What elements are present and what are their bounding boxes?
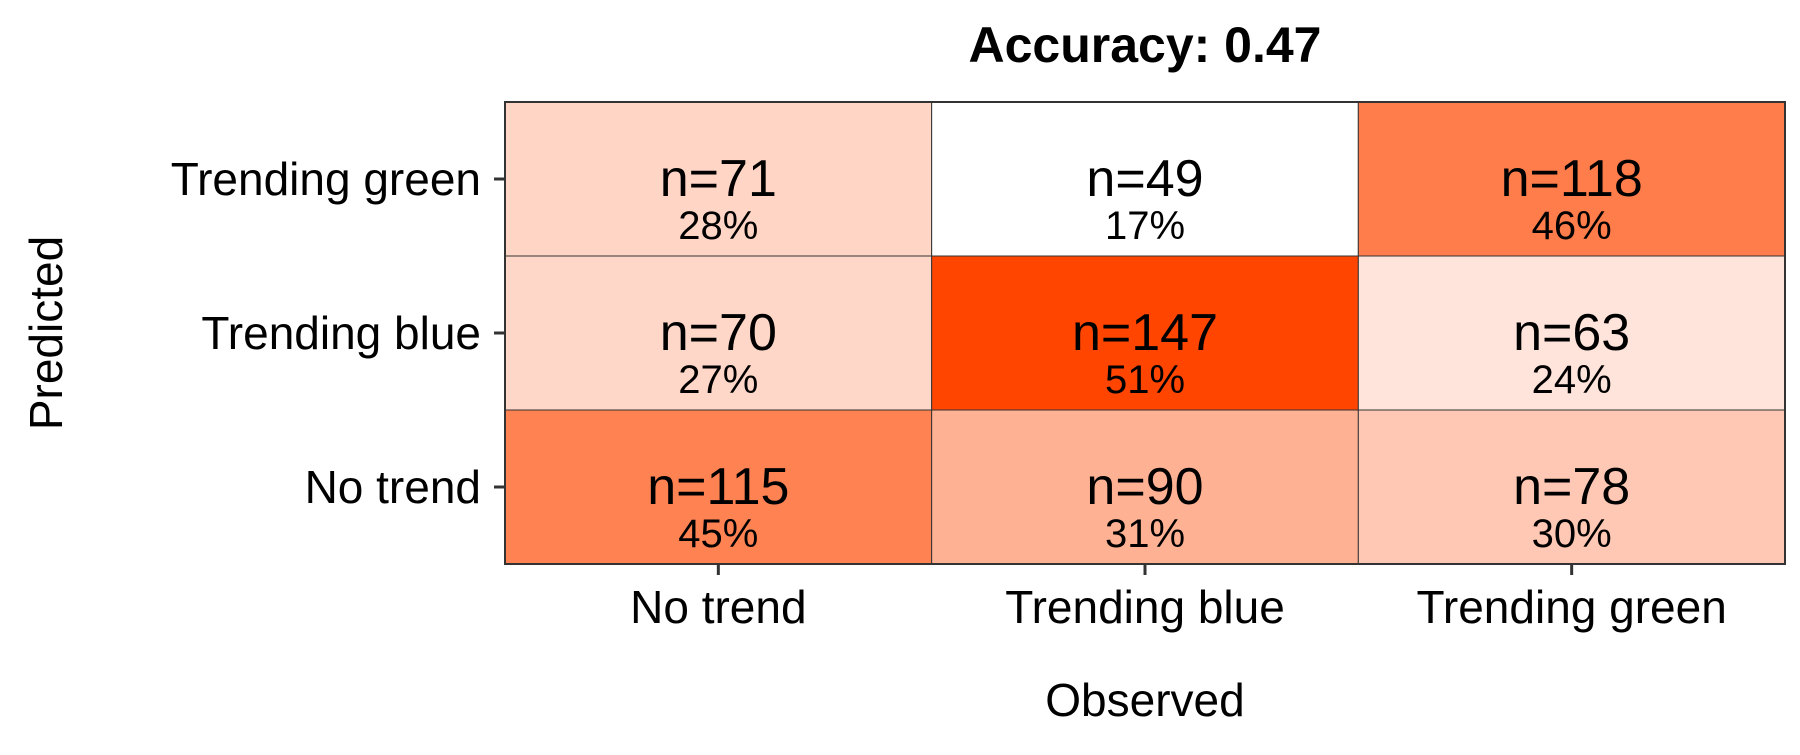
x-tick-label-trending-blue: Trending blue bbox=[1005, 581, 1285, 633]
heatmap-cell-trending-green-vs-trending-green bbox=[1357, 101, 1786, 257]
percent-label-trending-blue-vs-trending-green: 17% bbox=[1105, 204, 1185, 248]
percent-label-no-trend-vs-trending-blue: 27% bbox=[678, 358, 758, 402]
heatmap-cell-no-trend-vs-trending-green bbox=[504, 101, 933, 257]
count-label-no-trend-vs-trending-green: n=71 bbox=[660, 150, 777, 208]
count-label-trending-blue-vs-no-trend: n=90 bbox=[1086, 458, 1203, 516]
count-label-no-trend-vs-no-trend: n=115 bbox=[647, 458, 789, 516]
count-label-no-trend-vs-trending-blue: n=70 bbox=[660, 304, 777, 362]
heatmap-cell-no-trend-vs-trending-blue bbox=[504, 255, 933, 411]
percent-label-no-trend-vs-trending-green: 28% bbox=[678, 204, 758, 248]
heatmap-cells bbox=[504, 101, 1786, 565]
count-label-trending-blue-vs-trending-blue: n=147 bbox=[1072, 304, 1218, 362]
y-axis: No trend Trending blue Trending green bbox=[171, 153, 505, 513]
percent-label-trending-blue-vs-trending-blue: 51% bbox=[1105, 358, 1185, 402]
y-tick-label-no-trend: No trend bbox=[305, 461, 481, 513]
x-tick-label-trending-green: Trending green bbox=[1417, 581, 1727, 633]
count-label-trending-green-vs-trending-blue: n=63 bbox=[1513, 304, 1630, 362]
percent-label-trending-blue-vs-no-trend: 31% bbox=[1105, 512, 1185, 556]
percent-label-no-trend-vs-no-trend: 45% bbox=[678, 512, 758, 556]
count-label-trending-green-vs-trending-green: n=118 bbox=[1501, 150, 1643, 208]
count-label-trending-green-vs-no-trend: n=78 bbox=[1513, 458, 1630, 516]
percent-label-trending-green-vs-no-trend: 30% bbox=[1532, 512, 1612, 556]
x-axis: No trend Trending blue Trending green bbox=[630, 564, 1727, 633]
percent-label-trending-green-vs-trending-blue: 24% bbox=[1532, 358, 1612, 402]
heatmap-cell-trending-blue-vs-no-trend bbox=[931, 409, 1359, 565]
x-axis-title: Observed bbox=[1045, 674, 1244, 726]
heatmap-cell-trending-blue-vs-trending-green bbox=[931, 101, 1359, 257]
percent-label-trending-green-vs-trending-green: 46% bbox=[1532, 204, 1612, 248]
y-tick-label-trending-blue: Trending blue bbox=[201, 307, 481, 359]
count-label-trending-blue-vs-trending-green: n=49 bbox=[1086, 150, 1203, 208]
heatmap-cell-trending-green-vs-trending-blue bbox=[1357, 255, 1786, 411]
heatmap-cell-no-trend-vs-no-trend bbox=[504, 409, 933, 565]
chart-title: Accuracy: 0.47 bbox=[968, 17, 1321, 73]
y-tick-label-trending-green: Trending green bbox=[171, 153, 481, 205]
heatmap-cell-trending-blue-vs-trending-blue bbox=[931, 255, 1359, 411]
x-tick-label-no-trend: No trend bbox=[630, 581, 806, 633]
y-axis-title: Predicted bbox=[20, 236, 72, 430]
